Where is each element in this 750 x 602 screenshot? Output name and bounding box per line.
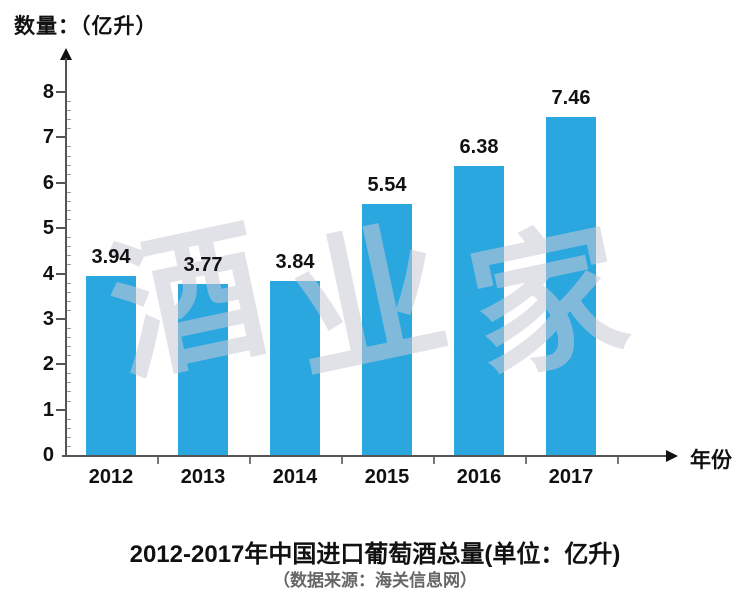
y-axis-tick-label: 1 <box>42 398 54 421</box>
y-axis-major-tick <box>56 227 65 230</box>
y-axis-minor-tick <box>67 355 71 357</box>
x-axis-category-label: 2015 <box>364 466 410 488</box>
x-axis-category-label: 2012 <box>88 466 134 488</box>
x-axis-title: 年份 <box>690 449 732 472</box>
y-axis-minor-tick <box>67 101 71 103</box>
y-axis-minor-tick <box>67 110 71 112</box>
y-axis-tick-label: 6 <box>42 171 54 194</box>
y-axis-minor-tick <box>67 237 71 239</box>
y-axis-minor-tick <box>67 418 71 420</box>
y-axis-minor-tick <box>67 164 71 166</box>
y-axis-minor-tick <box>67 209 71 211</box>
y-axis-minor-tick <box>67 391 71 393</box>
chart-source-note: （数据来源：海关信息网） <box>273 571 477 590</box>
bar-value-label: 7.46 <box>551 86 591 109</box>
y-axis-minor-tick <box>67 291 71 293</box>
y-axis-minor-tick <box>67 128 71 130</box>
y-axis-major-tick <box>56 363 65 366</box>
y-axis-minor-tick <box>67 337 71 339</box>
y-axis-minor-tick <box>67 191 71 193</box>
y-axis-minor-tick <box>67 300 71 302</box>
y-axis-minor-tick <box>67 382 71 384</box>
y-axis-major-tick <box>56 408 65 411</box>
y-axis-minor-tick <box>67 436 71 438</box>
y-axis-minor-tick <box>67 219 71 221</box>
y-axis-minor-tick <box>67 146 71 148</box>
y-axis-minor-tick <box>67 373 71 375</box>
bar-value-label: 3.77 <box>183 253 223 276</box>
y-axis-tick-label: 0 <box>42 444 54 466</box>
x-axis-category-label: 2016 <box>456 466 502 488</box>
y-axis-major-tick <box>56 91 65 93</box>
y-axis-minor-tick <box>67 255 71 257</box>
bar-value-label: 6.38 <box>459 135 499 158</box>
x-axis-tick <box>617 457 619 464</box>
y-axis-tick-label: 2 <box>42 353 54 376</box>
bar-value-label: 5.54 <box>367 173 407 196</box>
bar-2015 <box>362 203 412 455</box>
y-axis-minor-tick <box>67 309 71 311</box>
y-axis-minor-tick <box>67 119 71 121</box>
chart-title: 2012-2017年中国进口葡萄酒总量(单位：亿升) <box>129 541 621 568</box>
y-axis-minor-tick <box>67 282 71 284</box>
y-axis-minor-tick <box>67 400 71 402</box>
y-axis-minor-tick <box>67 200 71 202</box>
y-axis-tick-label: 4 <box>42 262 54 285</box>
y-axis-arrow-icon <box>60 48 72 60</box>
bar-2017 <box>546 116 596 455</box>
bar-2016 <box>454 165 504 455</box>
x-axis-category-label: 2014 <box>272 466 318 488</box>
y-axis-major-tick <box>56 317 65 320</box>
y-axis-tick-label: 8 <box>42 81 54 103</box>
y-axis-tick-label: 7 <box>42 126 54 149</box>
y-axis-tick-label: 3 <box>42 307 54 330</box>
y-axis-minor-tick <box>67 327 71 329</box>
x-axis-tick <box>157 457 159 464</box>
y-axis-major-tick <box>56 272 65 275</box>
x-axis-tick <box>249 457 251 464</box>
y-axis-major-tick <box>56 181 65 184</box>
x-axis-tick <box>341 457 343 464</box>
bar-2014 <box>270 280 320 455</box>
y-axis-minor-tick <box>67 264 71 266</box>
bar-2012 <box>86 276 136 455</box>
bar-value-label: 3.94 <box>91 246 131 269</box>
y-axis-major-tick <box>56 136 65 139</box>
y-axis-minor-tick <box>67 155 71 157</box>
x-axis-category-label: 2013 <box>180 466 226 488</box>
y-axis-minor-tick <box>67 246 71 248</box>
y-axis-title: 数量：（亿升） <box>14 15 158 38</box>
bar-2013 <box>178 283 228 455</box>
y-axis-tick-label: 5 <box>42 217 54 240</box>
x-axis-arrow-icon <box>666 450 678 462</box>
x-axis-tick <box>525 457 527 464</box>
x-axis-category-label: 2017 <box>548 466 594 488</box>
y-axis-minor-tick <box>67 427 71 429</box>
y-axis-minor-tick <box>67 173 71 175</box>
y-axis-minor-tick <box>67 346 71 348</box>
y-axis-minor-tick <box>67 445 71 447</box>
bar-value-label: 3.84 <box>275 250 315 273</box>
y-axis-line <box>65 58 67 456</box>
x-axis-tick <box>433 457 435 464</box>
x-axis-line <box>62 455 668 457</box>
